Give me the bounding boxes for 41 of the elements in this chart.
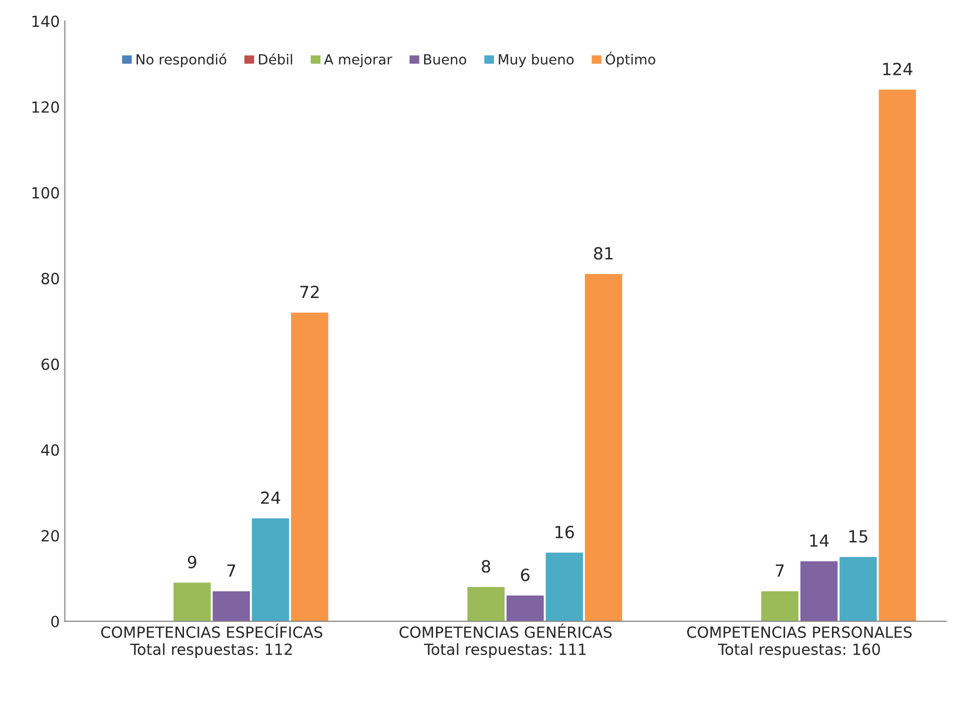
y-tick-label: 60 (42, 358, 59, 370)
data-label: 14 (810, 534, 829, 547)
data-label: 7 (227, 564, 236, 577)
legend-label: No respondió (136, 53, 226, 68)
legend-label: Muy bueno (498, 54, 574, 68)
bar (761, 591, 798, 622)
bar (800, 561, 838, 622)
y-tick-label: 80 (42, 272, 59, 284)
data-label: 6 (521, 568, 530, 582)
bar (584, 274, 622, 622)
x-tick-label: COMPETENCIAS PERSONALES Total respuestas: 160 (687, 626, 912, 658)
bar (840, 556, 877, 622)
legend-label: Bueno (424, 54, 466, 65)
bar (506, 596, 544, 622)
x-tick-label: COMPETENCIAS GENÉRICAS Total respuestas: 111 (399, 624, 612, 658)
bar (212, 591, 250, 622)
data-label: 16 (556, 526, 574, 538)
data-label: 8 (482, 560, 490, 573)
y-tick-label: 20 (42, 530, 59, 542)
bar (291, 312, 328, 622)
data-label: 9 (188, 556, 196, 568)
bar (174, 582, 211, 622)
y-tick-label: 140 (32, 16, 59, 28)
y-tick-label: 0 (51, 616, 59, 628)
legend-label: Débil (258, 53, 292, 65)
data-label: 124 (883, 62, 912, 76)
data-label: 15 (849, 530, 868, 543)
bar (878, 90, 916, 622)
data-label: 7 (776, 564, 784, 577)
y-tick-label: 40 (41, 444, 59, 456)
legend-label: A mejorar (324, 54, 392, 68)
bar (467, 586, 505, 622)
data-label: 81 (594, 247, 613, 260)
data-label: 24 (261, 491, 280, 504)
bar (546, 552, 583, 622)
y-tick-label: 100 (32, 187, 59, 199)
data-label: 72 (300, 286, 319, 298)
bar (252, 518, 290, 622)
y-tick-label: 120 (32, 101, 59, 113)
x-tick-label: COMPETENCIAS ESPECÍFICAS Total respuestas: 112 (101, 624, 322, 658)
legend-label: Óptimo (606, 52, 656, 68)
